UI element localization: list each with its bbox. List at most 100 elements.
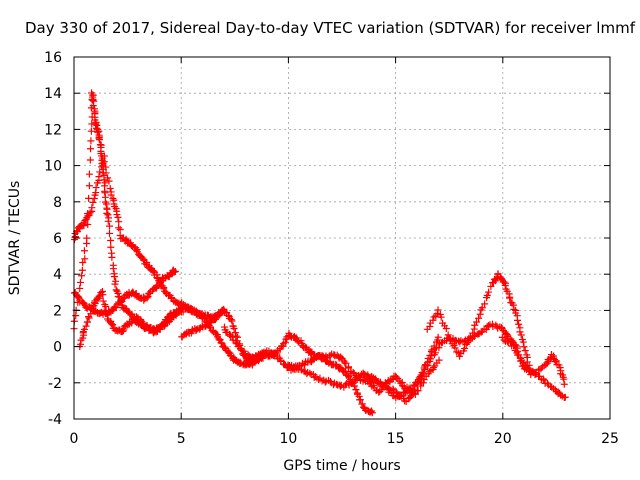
data-point <box>87 137 95 145</box>
data-point <box>531 371 539 379</box>
data-point <box>227 315 235 323</box>
data-point <box>406 385 414 393</box>
data-point <box>85 170 93 178</box>
data-point <box>83 234 91 242</box>
data-point <box>90 194 98 202</box>
data-point <box>401 397 409 405</box>
data-point <box>111 280 119 288</box>
data-point <box>159 320 167 328</box>
series-arc-3 <box>70 266 179 318</box>
data-point <box>460 344 468 352</box>
data-point <box>202 322 210 330</box>
data-point <box>408 391 416 399</box>
data-point <box>211 315 219 323</box>
y-tick-label: 4 <box>53 267 62 283</box>
data-point <box>433 310 441 318</box>
data-point <box>215 335 223 343</box>
data-point <box>552 357 560 365</box>
data-point <box>228 317 236 325</box>
data-point <box>85 182 93 190</box>
data-point <box>356 396 364 404</box>
data-point <box>520 343 528 351</box>
data-point <box>92 120 100 128</box>
data-point <box>107 237 115 245</box>
data-point <box>146 289 154 297</box>
data-point <box>345 363 353 371</box>
x-tick-label: 10 <box>279 431 297 447</box>
data-point <box>421 366 429 374</box>
data-point <box>104 217 112 225</box>
data-point <box>237 345 245 353</box>
data-point <box>451 344 459 352</box>
data-point <box>349 379 357 387</box>
x-axis-label: GPS time / hours <box>283 458 400 474</box>
x-tick-label: 25 <box>601 431 619 447</box>
data-point <box>95 173 103 181</box>
data-point <box>430 363 438 371</box>
data-point <box>485 288 493 296</box>
data-point <box>152 284 160 292</box>
data-point <box>110 273 118 281</box>
data-point <box>115 218 123 226</box>
data-point <box>286 332 294 340</box>
data-point <box>76 278 84 286</box>
data-point <box>171 267 179 275</box>
data-point <box>426 355 434 363</box>
data-point <box>96 168 104 176</box>
data-point <box>429 316 437 324</box>
data-point <box>513 316 521 324</box>
data-point <box>106 229 114 237</box>
data-point <box>500 336 508 344</box>
data-point <box>419 370 427 378</box>
data-point <box>107 320 115 328</box>
data-point <box>221 343 229 351</box>
data-point <box>74 293 82 301</box>
y-tick-label: 2 <box>53 303 62 319</box>
data-point <box>367 408 375 416</box>
data-point <box>225 348 233 356</box>
x-tick-label: 15 <box>387 431 405 447</box>
data-point <box>92 184 100 192</box>
data-point <box>281 338 289 346</box>
data-point <box>434 333 442 341</box>
data-point <box>228 333 236 341</box>
data-point <box>105 177 113 185</box>
x-tick-label: 5 <box>177 431 186 447</box>
data-point <box>306 369 314 377</box>
data-point <box>521 347 529 355</box>
data-point <box>444 331 452 339</box>
data-point <box>143 294 151 302</box>
data-point <box>425 368 433 376</box>
data-point <box>540 376 548 384</box>
data-point <box>102 307 110 315</box>
data-point <box>414 387 422 395</box>
data-point <box>109 321 117 329</box>
data-point <box>292 362 300 370</box>
data-point <box>481 300 489 308</box>
data-point <box>561 393 569 401</box>
chart-title: Day 330 of 2017, Sidereal Day-to-day VTE… <box>25 19 636 37</box>
data-point <box>392 373 400 381</box>
data-point <box>86 156 94 164</box>
data-point <box>517 331 525 339</box>
data-point <box>86 209 94 217</box>
data-point <box>157 278 165 286</box>
data-point <box>484 322 492 330</box>
data-point <box>132 246 140 254</box>
data-point <box>414 376 422 384</box>
y-tick-label: 0 <box>53 340 62 356</box>
data-point <box>231 329 239 337</box>
data-point <box>107 243 115 251</box>
data-point <box>100 158 108 166</box>
data-point <box>519 338 527 346</box>
data-point <box>79 259 87 267</box>
data-point <box>478 304 486 312</box>
x-tick-label: 20 <box>494 431 512 447</box>
data-point <box>352 386 360 394</box>
data-point <box>483 292 491 300</box>
series-arc-8 <box>360 320 569 402</box>
data-point <box>232 339 240 347</box>
data-point <box>517 357 525 365</box>
data-point <box>467 335 475 343</box>
